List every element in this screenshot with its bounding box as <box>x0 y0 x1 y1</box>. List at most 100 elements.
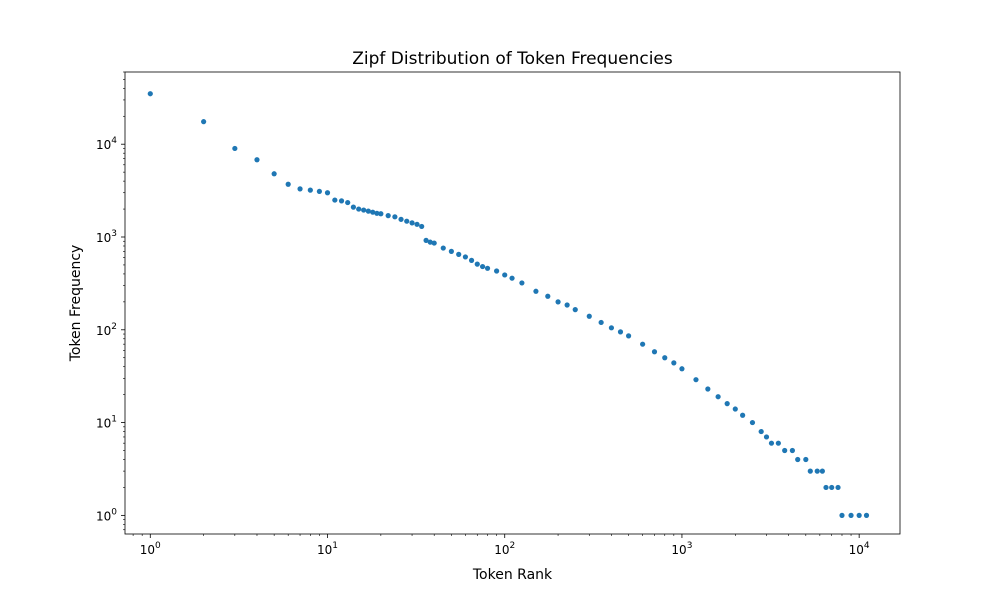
data-point <box>625 333 632 339</box>
data-point <box>427 239 433 245</box>
data-point <box>693 377 699 383</box>
data-point <box>848 512 854 518</box>
data-point <box>509 275 515 281</box>
data-point <box>749 419 756 426</box>
data-point <box>361 207 367 213</box>
data-point <box>370 209 376 215</box>
data-point <box>468 257 475 263</box>
data-point <box>271 171 277 177</box>
data-point <box>474 261 480 267</box>
data-point <box>414 221 420 227</box>
data-point <box>545 293 551 299</box>
data-point <box>254 157 260 163</box>
data-point <box>385 213 391 219</box>
data-point <box>378 211 384 217</box>
data-point <box>419 223 425 230</box>
data-point <box>835 484 841 491</box>
data-point <box>564 302 570 308</box>
data-point <box>440 245 446 251</box>
x-tick-label: 100 <box>140 541 161 557</box>
x-tick-label: 102 <box>494 541 515 557</box>
data-point <box>409 220 415 226</box>
data-point <box>502 272 508 278</box>
data-point <box>201 119 207 125</box>
data-point <box>345 199 351 206</box>
y-tick-label: 101 <box>96 415 117 431</box>
x-tick-label: 104 <box>849 541 870 557</box>
data-point <box>839 512 845 518</box>
y-axis-label: Token Frequency <box>68 245 84 363</box>
x-tick-label: 103 <box>671 541 692 557</box>
data-point <box>324 190 331 196</box>
data-point <box>555 299 561 305</box>
data-point <box>598 319 604 326</box>
x-axis-label: Token Rank <box>472 567 553 583</box>
data-point <box>519 280 525 286</box>
data-point <box>823 484 829 491</box>
data-point <box>782 447 788 454</box>
data-point <box>608 325 615 331</box>
data-point <box>651 349 658 355</box>
x-tick-label: 101 <box>317 541 338 557</box>
data-point <box>807 468 813 474</box>
data-point <box>819 468 825 474</box>
y-tick-label: 104 <box>96 136 117 152</box>
data-point <box>740 412 746 418</box>
data-point <box>484 265 491 271</box>
data-point <box>758 428 764 435</box>
data-point <box>705 386 711 392</box>
data-point <box>147 91 153 97</box>
data-point <box>479 263 486 270</box>
points-layer <box>147 91 870 518</box>
data-point <box>671 360 677 366</box>
data-point <box>448 248 454 254</box>
plot-frame <box>124 71 901 535</box>
y-tick-label: 103 <box>96 229 117 245</box>
data-point <box>617 329 624 335</box>
data-point <box>533 288 539 294</box>
data-point <box>423 237 429 243</box>
data-point <box>724 401 730 407</box>
data-point <box>863 512 870 518</box>
data-point <box>715 394 721 400</box>
data-point <box>332 197 338 203</box>
data-point <box>795 456 801 463</box>
data-point <box>307 187 313 193</box>
data-point <box>285 181 291 187</box>
chart-title: Zipf Distribution of Token Frequencies <box>352 49 673 69</box>
data-point <box>814 468 820 474</box>
data-point <box>338 198 345 204</box>
y-tick-label: 102 <box>96 322 117 338</box>
data-point <box>856 512 862 518</box>
data-point <box>732 406 738 412</box>
data-point <box>431 240 437 246</box>
data-point <box>763 434 770 440</box>
data-point <box>679 366 685 372</box>
data-point <box>572 307 578 313</box>
data-point <box>365 208 371 214</box>
data-point <box>398 216 404 222</box>
data-point <box>350 204 356 210</box>
data-point <box>662 355 668 361</box>
data-point <box>789 447 795 454</box>
data-point <box>232 145 238 152</box>
data-point <box>803 456 809 463</box>
data-point <box>768 440 775 446</box>
data-point <box>316 188 322 195</box>
data-point <box>640 341 646 347</box>
data-point <box>356 206 362 212</box>
y-tick-label: 100 <box>96 507 117 523</box>
data-point <box>297 186 303 192</box>
data-point <box>829 484 835 491</box>
data-point <box>456 251 462 257</box>
data-point <box>462 254 469 260</box>
data-point <box>392 214 398 220</box>
data-point <box>494 268 500 274</box>
data-point <box>404 218 410 224</box>
data-point <box>775 440 781 446</box>
data-point <box>586 313 592 319</box>
data-point <box>374 210 380 216</box>
